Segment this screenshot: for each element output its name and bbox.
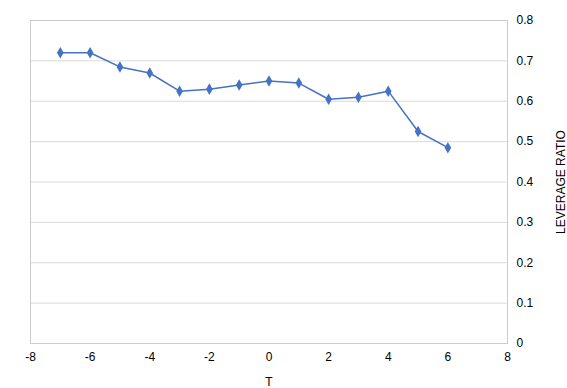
- svg-text:4: 4: [385, 350, 392, 364]
- svg-text:0.8: 0.8: [517, 13, 534, 27]
- svg-text:0.6: 0.6: [517, 94, 534, 108]
- svg-text:6: 6: [445, 350, 452, 364]
- svg-text:0: 0: [266, 350, 273, 364]
- svg-text:T: T: [265, 375, 273, 388]
- svg-text:2: 2: [325, 350, 332, 364]
- svg-text:-6: -6: [85, 350, 96, 364]
- svg-text:0.1: 0.1: [517, 296, 534, 310]
- svg-text:0: 0: [517, 336, 524, 350]
- svg-text:-4: -4: [144, 350, 155, 364]
- svg-text:-2: -2: [204, 350, 215, 364]
- svg-text:0.7: 0.7: [517, 54, 534, 68]
- svg-text:-8: -8: [25, 350, 36, 364]
- svg-text:8: 8: [504, 350, 511, 364]
- svg-text:0.4: 0.4: [517, 175, 534, 189]
- svg-text:LEVERAGE RATIO: LEVERAGE RATIO: [554, 130, 567, 234]
- svg-text:0.5: 0.5: [517, 134, 534, 148]
- svg-text:0.2: 0.2: [517, 256, 534, 270]
- svg-text:0.3: 0.3: [517, 215, 534, 229]
